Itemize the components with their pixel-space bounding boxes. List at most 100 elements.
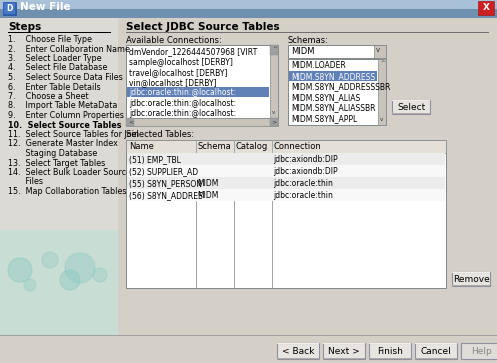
Bar [277,358,319,359]
Text: Staging Database: Staging Database [8,149,97,158]
Bar [126,32,489,33]
Bar [8,32,111,33]
Text: ^: ^ [380,60,385,65]
Bar [378,59,386,125]
Bar [127,177,445,189]
Bar [3,2,16,15]
Bar [452,285,490,286]
Bar [415,358,457,359]
Text: 15.  Map Collaboration Tables: 15. Map Collaboration Tables [8,187,127,196]
Bar [127,188,445,189]
Text: Select: Select [397,103,425,112]
Text: MIDM.S8YN_ADDRESS: MIDM.S8YN_ADDRESS [291,72,375,81]
Circle shape [24,279,36,291]
Text: MIDM.S8YN_ALIAS: MIDM.S8YN_ALIAS [291,93,360,102]
Text: Help: Help [472,347,493,356]
Text: <: < [128,119,133,125]
Text: 3.    Select Loader Type: 3. Select Loader Type [8,54,101,63]
Bar [127,176,445,177]
Text: < Back: < Back [282,347,314,356]
Text: (52) SUPPLIER_AD: (52) SUPPLIER_AD [129,167,198,176]
Text: Name: Name [129,142,154,151]
Text: 1.    Choose File Type: 1. Choose File Type [8,35,92,44]
Text: Schemas:: Schemas: [288,36,329,45]
Text: v: v [376,47,380,53]
Text: jdbc:oracle:thin: jdbc:oracle:thin [273,191,333,200]
Text: jdbc:oracle:thin: jdbc:oracle:thin [273,179,333,188]
Text: Catalog: Catalog [235,142,267,151]
Bar [127,189,445,201]
Text: jdbc:axiondb:DIP: jdbc:axiondb:DIP [273,167,337,176]
Bar [196,140,197,288]
Text: jdbc:oracle:thin:@localhost:: jdbc:oracle:thin:@localhost: [129,88,236,97]
Text: Remove: Remove [453,275,490,284]
Text: v: v [380,117,383,122]
Bar [0,335,497,336]
Text: MIDM.S8YN_ALIASSBR: MIDM.S8YN_ALIASSBR [291,103,376,113]
Text: 10.  Select Source Tables: 10. Select Source Tables [8,121,121,130]
Text: 6.    Enter Table Details: 6. Enter Table Details [8,82,100,91]
Bar [126,140,446,153]
Bar [0,0,497,9]
Bar [127,87,269,97]
Text: MIDM: MIDM [197,179,218,188]
Text: Schema: Schema [197,142,231,151]
Text: sample@localhost [DERBY]: sample@localhost [DERBY] [129,58,233,67]
Text: Next >: Next > [328,347,360,356]
Bar [461,343,497,359]
Bar [234,140,235,288]
Text: 8.    Import Table MetaData: 8. Import Table MetaData [8,102,117,110]
Bar [369,358,411,359]
Bar [392,113,430,114]
Text: 9.    Enter Column Properties: 9. Enter Column Properties [8,111,124,120]
Text: Available Connections:: Available Connections: [126,36,222,45]
Text: (55) S8YN_PERSON: (55) S8YN_PERSON [129,179,202,188]
Bar [126,118,278,126]
Bar [369,343,411,344]
Bar [374,45,386,58]
Text: (56) S8YN_ADDRES: (56) S8YN_ADDRES [129,191,203,200]
Text: dmVendor_1226444507968 [VIRT: dmVendor_1226444507968 [VIRT [129,48,257,57]
Text: Select JDBC Source Tables: Select JDBC Source Tables [126,22,280,32]
Bar [270,118,278,126]
Text: Finish: Finish [377,347,403,356]
Bar [415,343,457,344]
Circle shape [42,252,58,268]
Bar [0,0,497,18]
Bar [277,343,319,359]
Bar [272,140,273,288]
Text: Connection: Connection [273,142,321,151]
Bar [323,343,365,344]
Text: Selected Tables:: Selected Tables: [126,130,194,139]
Bar [277,343,319,344]
Circle shape [65,253,95,283]
Bar [323,343,365,359]
Circle shape [93,268,107,282]
Text: 7.    Choose a Sheet: 7. Choose a Sheet [8,92,88,101]
Bar [4,3,15,14]
Bar [0,18,118,335]
Bar [478,1,494,15]
Bar [288,45,386,58]
Text: MIDM.S8YN_ADDRESSSBR: MIDM.S8YN_ADDRESSSBR [291,82,390,91]
Text: X: X [483,4,490,12]
Text: travel@localhost [DERBY]: travel@localhost [DERBY] [129,68,228,77]
Text: Steps: Steps [8,22,41,32]
Bar [126,45,278,118]
Text: jdbc:axiondb:DIP: jdbc:axiondb:DIP [273,155,337,164]
Bar [415,343,457,359]
Bar [452,272,490,286]
Circle shape [60,270,80,290]
Bar [127,153,445,165]
Bar [392,100,430,114]
Text: MIDM.LOADER: MIDM.LOADER [291,61,346,70]
Text: (51) EMP_TBL: (51) EMP_TBL [129,155,181,164]
Text: 2.    Enter Collaboration Name: 2. Enter Collaboration Name [8,45,130,53]
Bar [0,230,118,335]
Text: MIDM.S8YN_APPL: MIDM.S8YN_APPL [291,114,357,123]
Bar [323,358,365,359]
Text: 5.    Select Source Data Files: 5. Select Source Data Files [8,73,123,82]
Text: 11.  Select Source Tables for Join: 11. Select Source Tables for Join [8,130,139,139]
Bar [126,140,446,288]
Text: Files: Files [8,178,43,187]
